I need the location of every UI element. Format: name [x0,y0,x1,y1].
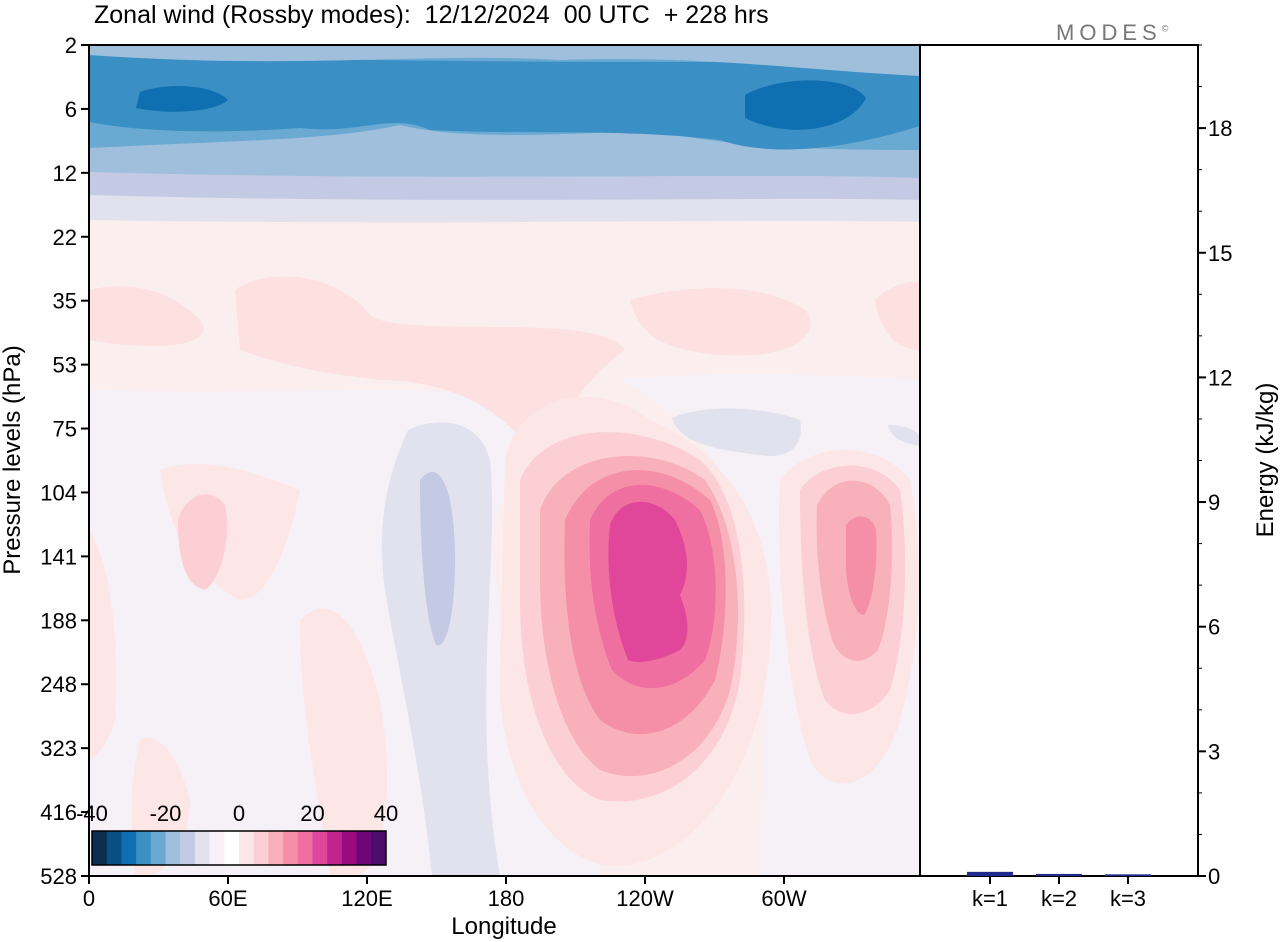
energy-tick-label: 3 [1208,739,1220,764]
energy-bar-categories: k=1 k=2 k=3 [972,876,1146,911]
energy-bars [967,871,1151,876]
colorbar-swatch [180,831,196,865]
energy-tick-label: 0 [1208,864,1220,889]
colorbar-swatch [150,831,166,865]
colorbar-swatch [106,831,122,865]
energy-tick-label: 12 [1208,365,1232,390]
x-tick-label: 0 [83,886,95,911]
colorbar-label: 20 [300,801,324,826]
field-jet-east-core [846,516,877,615]
x-tick-label: 60E [208,886,247,911]
colorbar-swatch [92,831,108,865]
field-strat-pos-3 [630,288,811,356]
y-tick-label: 6 [65,97,77,122]
colorbar-swatch [327,831,343,865]
colorbar [91,830,387,866]
energy-bar [967,871,1013,876]
y-tick-label: 141 [40,544,77,569]
field-pos-west-4 [300,608,388,876]
y-tick-label: 416 [40,800,77,825]
y-axis-ticks: 2 6 12 22 35 53 75 104 141 188 248 323 416 528 [40,33,89,889]
colorbar-swatch [297,831,313,865]
field-strat-core-west [136,86,228,112]
bar-category-label: k=2 [1041,886,1077,911]
field-strat-cap [89,45,920,76]
colorbar-swatch [253,831,269,865]
y-axis-title: Pressure levels (hPa) [0,345,26,574]
y-tick-label: 75 [53,417,77,442]
x-tick-label: 60W [761,886,806,911]
colorbar-swatch [165,831,181,865]
heatmap-field [89,45,920,876]
colorbar-swatch [356,831,372,865]
colorbar-swatch [224,831,240,865]
x-tick-label: 180 [488,886,525,911]
bar-panel-frame [919,44,1199,877]
x-tick-label: 120E [341,886,392,911]
bar-category-label: k=3 [1110,886,1146,911]
energy-bar [1105,874,1151,876]
y-tick-label: 188 [40,608,77,633]
colorbar-swatch [121,831,137,865]
colorbar-label: -40 [76,801,108,826]
y-tick-label: 323 [40,736,77,761]
y-tick-label: 53 [53,353,77,378]
y-tick-label: 2 [65,33,77,58]
energy-axis-ticks: 0 3 6 9 12 15 18 [1198,44,1232,889]
y-tick-label: 12 [53,161,77,186]
field-neg-dateline-core [420,471,455,646]
field-pos-west-1 [89,530,117,760]
colorbar-label: 40 [374,801,398,826]
energy-axis-title: Energy (kJ/kg) [1252,383,1279,538]
colorbar-swatch [239,831,255,865]
brand-text: MODES [1056,20,1162,45]
field-neg-75-edge [888,425,920,446]
colorbar-frame [91,830,387,866]
chart-title: Zonal wind (Rossby modes): 12/12/2024 00… [94,1,769,29]
field-strat-pos-4 [875,281,920,350]
colorbar-swatch [283,831,299,865]
field-neg-75-east [672,408,801,456]
energy-tick-label: 18 [1208,116,1232,141]
brand-mark: © [1161,23,1169,34]
colorbar-swatch [312,831,328,865]
field-neg-dateline [381,422,500,876]
field-pos-west-3 [178,494,228,590]
field-strat-band-5 [89,55,920,150]
brand-logo: MODES© [1056,20,1168,46]
colorbar-swatch [371,831,387,865]
colorbar-label: 0 [233,801,245,826]
energy-tick-label: 9 [1208,490,1220,515]
bar-category-label: k=1 [972,886,1008,911]
colorbar-label: -20 [150,801,182,826]
x-axis-title: Longitude [451,913,556,940]
y-tick-label: 248 [40,672,77,697]
colorbar-swatch [194,831,211,865]
energy-bar [1036,873,1082,876]
x-tick-label: 120W [616,886,674,911]
y-tick-label: 528 [40,864,77,889]
y-tick-label: 104 [40,480,77,505]
colorbar-labels: -40 -20 0 20 40 [76,801,398,826]
y-tick-label: 22 [53,225,77,250]
energy-tick-label: 15 [1208,241,1232,266]
field-strat-core-east [745,80,866,130]
x-axis-ticks: 0 60E 120E 180 120W 60W [83,876,807,911]
colorbar-swatch [209,831,225,865]
colorbar-swatch [136,831,152,865]
field-strat-pos-1 [89,286,204,347]
energy-tick-label: 6 [1208,615,1220,640]
colorbar-swatch [341,831,358,865]
y-tick-label: 35 [53,289,77,314]
field-jet-main-core [608,501,688,662]
colorbar-swatch [268,831,284,865]
